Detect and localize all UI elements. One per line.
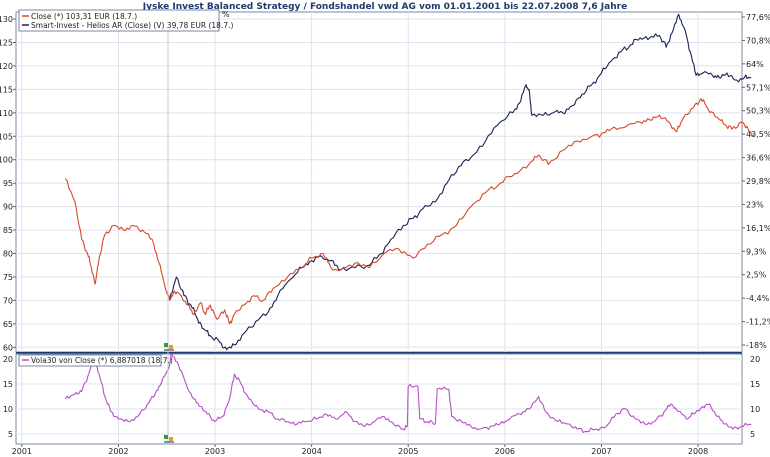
x-tick-label: 2008 <box>688 447 708 456</box>
x-tick-label: 2002 <box>108 447 128 456</box>
event-marker-bottom <box>164 435 174 443</box>
main-left-tick-label: 80 <box>3 250 13 259</box>
chart-title: Jyske Invest Balanced Strategy / Fondsha… <box>142 2 627 12</box>
main-left-tick-label: 95 <box>3 179 13 188</box>
volatility-series-line <box>64 353 752 433</box>
panel-separator <box>16 352 742 354</box>
helios-series-line <box>169 13 752 351</box>
main-left-tick-label: 65 <box>3 320 13 329</box>
main-left-tick-label: 125 <box>0 38 13 47</box>
main-left-tick-label: 70 <box>3 296 13 305</box>
main-right-tick-label: -11,2% <box>746 318 770 327</box>
main-left-tick-label: 120 <box>0 62 13 71</box>
main-left-tick-label: 110 <box>0 109 13 118</box>
x-tick-label: 2001 <box>12 447 32 456</box>
y-axis-unit-fragment: % <box>222 10 230 19</box>
main-right-tick-label: 43,5% <box>746 130 770 139</box>
main-left-tick-label: 85 <box>3 226 13 235</box>
volatility-left-tick-label: 5 <box>8 430 13 439</box>
main-left-tick-label: 105 <box>0 132 13 141</box>
x-tick-label: 2005 <box>398 447 418 456</box>
main-right-tick-label: 23% <box>746 200 764 209</box>
main-left-tick-label: 100 <box>0 156 13 165</box>
main-right-tick-label: 9,3% <box>746 247 767 256</box>
main-left-tick-label: 130 <box>0 15 13 24</box>
main-right-tick-label: 77,6% <box>746 13 770 22</box>
volatility-legend-box <box>18 354 162 367</box>
main-right-tick-label: 57,1% <box>746 83 770 92</box>
x-tick-label: 2007 <box>591 447 611 456</box>
main-right-tick-label: 29,8% <box>746 177 770 186</box>
volatility-left-tick-label: 20 <box>3 355 13 364</box>
main-right-tick-label: 70,8% <box>746 36 770 45</box>
main-panel: 60 65 70 75 80 85 90 95 100 105 110 115 120 125 130 77,… <box>0 10 770 353</box>
x-axis-ticks: 2001 2002 2003 2004 2005 2006 2007 2008 <box>12 444 708 456</box>
main-panel-frame <box>15 11 743 353</box>
volatility-right-tick-label: 15 <box>750 380 760 389</box>
main-right-tick-label: 36,6% <box>746 154 770 163</box>
volatility-right-tick-label: 10 <box>750 405 760 414</box>
close-series-line <box>64 98 755 325</box>
main-right-tick-label: -18% <box>746 341 767 350</box>
x-tick-label: 2003 <box>205 447 225 456</box>
main-left-tick-label: 90 <box>3 203 13 212</box>
volatility-left-tick-label: 15 <box>3 380 13 389</box>
main-right-tick-label: 64% <box>746 60 764 69</box>
main-right-tick-label: 16,1% <box>746 224 770 233</box>
volatility-series-lines <box>64 353 752 433</box>
main-left-tick-label: 60 <box>3 343 13 352</box>
event-marker-top <box>164 343 174 351</box>
x-tick-label: 2006 <box>495 447 515 456</box>
x-tick-label: 2004 <box>301 447 321 456</box>
main-legend: Close (*) 103,31 EUR (18.7.) Smart-Inves… <box>18 9 233 32</box>
legend-close-label: Close (*) 103,31 EUR (18.7.) <box>31 12 137 21</box>
main-grid: 60 65 70 75 80 85 90 95 100 105 110 115 120 125 130 77,… <box>0 12 770 352</box>
main-right-tick-label: -4,4% <box>746 294 770 303</box>
main-legend-box <box>18 9 220 32</box>
volatility-panel: 5 5 10 10 15 15 20 20 <box>3 353 760 445</box>
main-left-tick-label: 75 <box>3 273 13 282</box>
volatility-right-tick-label: 20 <box>750 355 760 364</box>
main-series-lines <box>64 13 755 351</box>
legend-vola-label: Vola30 von Close (*) 6,887018 (18.7.) <box>31 356 173 365</box>
main-right-tick-label: 50,3% <box>746 107 770 116</box>
volatility-right-tick-label: 5 <box>750 430 755 439</box>
volatility-left-tick-label: 10 <box>3 405 13 414</box>
legend-helios-label: Smart-Invest - Helios AR (Close) (V) 39,… <box>31 21 233 30</box>
volatility-panel-frame <box>15 353 743 445</box>
main-left-tick-label: 115 <box>0 85 13 94</box>
volatility-legend: Vola30 von Close (*) 6,887018 (18.7.) <box>18 354 173 367</box>
main-right-tick-label: 2,5% <box>746 271 767 280</box>
